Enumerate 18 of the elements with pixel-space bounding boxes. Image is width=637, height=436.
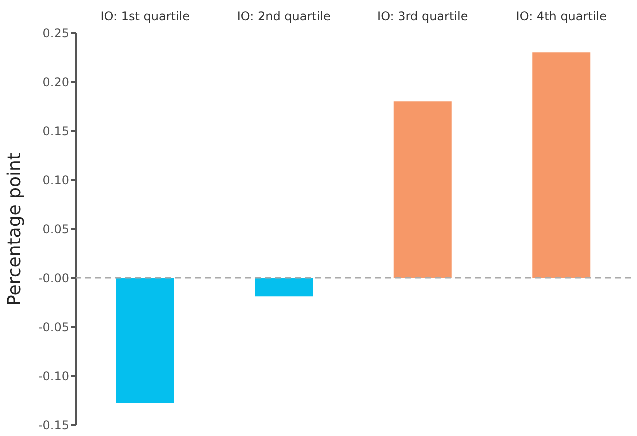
y-tick-label: -0.15 [38,418,70,432]
x-tick-label: IO: 2nd quartile [237,10,331,24]
y-tick-label: -0.00 [38,272,70,286]
bar [532,52,591,278]
y-tick-label: 0.05 [42,222,70,236]
y-tick-label: 0.25 [42,26,70,40]
y-axis-title: Percentage point [4,153,26,306]
y-tick-label: -0.05 [38,320,70,334]
y-tick-label: 0.20 [42,76,70,90]
y-tick-label: 0.10 [42,174,70,188]
bar [255,278,314,297]
x-tick-label: IO: 4th quartile [516,10,607,24]
y-tick-label: 0.15 [42,124,70,138]
x-tick-label: IO: 1st quartile [100,10,190,24]
bar [116,278,174,404]
y-tick-label: -0.10 [38,370,70,384]
bar [394,102,452,278]
x-tick-label: IO: 3rd quartile [378,10,468,24]
